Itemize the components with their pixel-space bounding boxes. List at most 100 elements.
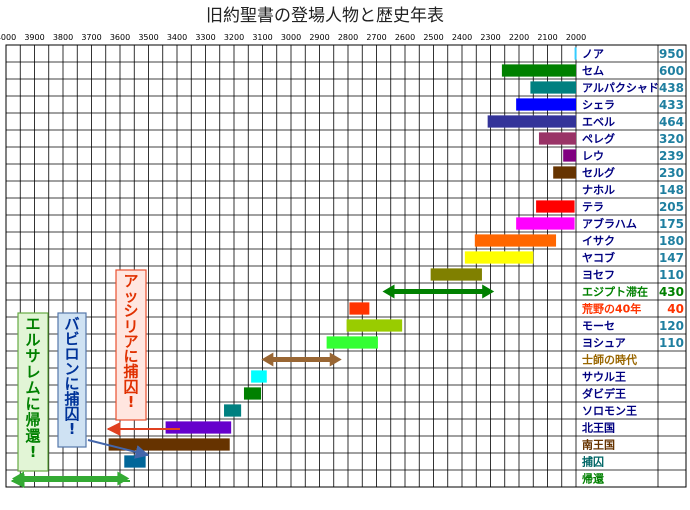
x-tick-label: 2400 xyxy=(452,33,472,42)
bar xyxy=(251,370,267,383)
category-label: セム xyxy=(582,65,604,78)
bar xyxy=(553,166,576,179)
category-label: ノア xyxy=(582,48,604,61)
bar xyxy=(430,268,482,281)
row-value: 430 xyxy=(659,285,684,299)
bar xyxy=(243,387,262,400)
category-label: ヤコブ xyxy=(582,251,615,265)
annotation-char: ン xyxy=(64,360,79,378)
category-label: 北王国 xyxy=(582,421,615,435)
annotation-char: ロ xyxy=(64,345,79,363)
bar xyxy=(536,200,575,213)
row-value: 180 xyxy=(659,234,684,248)
annotation-char: に xyxy=(25,395,40,413)
chart-grid xyxy=(5,44,687,488)
span-arrow-head xyxy=(482,284,495,299)
annotation-char: レ xyxy=(25,363,40,381)
annotation-char: ! xyxy=(30,443,37,461)
category-label: サウル王 xyxy=(582,371,626,384)
bar xyxy=(224,404,242,417)
annotation-char: ム xyxy=(25,379,40,397)
row-value: 950 xyxy=(659,47,684,61)
annotation-char: バ xyxy=(64,315,79,333)
category-label: エジプト滞在 xyxy=(582,285,648,299)
x-tick-label: 3900 xyxy=(24,33,44,42)
annotation-char: ア xyxy=(123,332,138,350)
x-tick-label: 3800 xyxy=(53,33,73,42)
x-tick-label: 4000 xyxy=(0,33,16,42)
category-label: ペレグ xyxy=(582,132,615,146)
x-tick-label: 3200 xyxy=(224,33,244,42)
bar xyxy=(464,251,534,264)
bar xyxy=(563,149,576,162)
category-label: エベル xyxy=(582,116,615,129)
row-value: 320 xyxy=(659,132,684,146)
bar xyxy=(165,421,232,434)
annotation-char: 捕 xyxy=(64,390,79,408)
category-label: 士師の時代 xyxy=(582,353,637,367)
annotation-char: サ xyxy=(25,347,40,365)
span-arrow-head xyxy=(261,352,274,367)
category-label: イサク xyxy=(582,235,615,248)
x-tick-label: 3700 xyxy=(81,33,101,42)
annotation-pointer xyxy=(87,439,150,459)
x-tick-label: 3100 xyxy=(252,33,272,42)
bar xyxy=(474,234,557,247)
span-arrow-head xyxy=(382,284,395,299)
bars-layer xyxy=(12,47,577,486)
bar xyxy=(530,81,576,94)
x-tick-label: 2200 xyxy=(509,33,529,42)
annotation-char: に xyxy=(123,348,138,366)
annotation-char: ! xyxy=(128,393,135,411)
row-value: 600 xyxy=(659,64,684,78)
x-axis-ticks: 4000 3900 3800 3700 3600 3500 3400 3300 3200 3100… xyxy=(0,33,586,42)
row-value: 230 xyxy=(659,166,684,180)
bar xyxy=(516,98,576,111)
x-tick-label: 2500 xyxy=(423,33,443,42)
category-label: レウ xyxy=(582,150,604,163)
row-value: 148 xyxy=(659,183,684,197)
category-label: ナホル xyxy=(582,184,615,197)
row-value: 110 xyxy=(659,336,684,350)
category-label: 捕囚 xyxy=(582,455,604,469)
x-tick-label: 2600 xyxy=(395,33,415,42)
x-tick-label: 3600 xyxy=(110,33,130,42)
category-label: ヨシュア xyxy=(582,337,626,350)
x-tick-label: 2700 xyxy=(366,33,386,42)
x-tick-label: 2800 xyxy=(338,33,358,42)
x-tick-label: 3300 xyxy=(195,33,215,42)
row-value: 433 xyxy=(659,98,684,112)
annotation-char: 囚 xyxy=(123,378,138,396)
row-value: 438 xyxy=(659,81,684,95)
annotation-char: ア xyxy=(123,272,138,290)
category-label: ダビデ王 xyxy=(582,387,626,401)
x-tick-label: 3000 xyxy=(281,33,301,42)
row-value: 147 xyxy=(659,251,684,265)
annotation-char: シ xyxy=(123,302,138,320)
bar xyxy=(487,115,576,128)
category-label: アブラハム xyxy=(582,217,637,231)
chart-title: 旧約聖書の登場人物と歴史年表 xyxy=(206,6,444,26)
bar xyxy=(574,47,577,60)
category-label: ヨセフ xyxy=(582,269,615,282)
bar xyxy=(326,336,378,349)
annotation-char: 帰 xyxy=(25,411,40,429)
row-value: 464 xyxy=(659,115,684,129)
row-value: 120 xyxy=(659,319,684,333)
span-arrow-head xyxy=(12,471,24,486)
category-label: シェラ xyxy=(582,99,615,112)
bar xyxy=(349,302,370,315)
span-arrow-head xyxy=(329,352,342,367)
category-label: セルグ xyxy=(582,166,615,180)
annotation-box xyxy=(17,312,49,472)
row-value: 40 xyxy=(667,302,684,316)
category-label: ソロモン王 xyxy=(582,405,637,418)
bar xyxy=(516,217,575,230)
span-arrow-head xyxy=(117,471,130,486)
annotation-char: に xyxy=(64,375,79,393)
category-label: 荒野の40年 xyxy=(581,302,641,316)
category-label: 帰還 xyxy=(582,472,605,486)
